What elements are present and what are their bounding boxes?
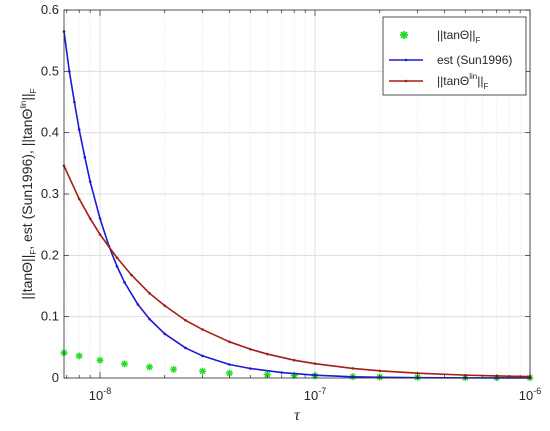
axes-ticks: 0 0.1 0.2 0.3 0.4 0.5 0.6 10-8 10-7 10-6 <box>41 2 541 403</box>
data-point <box>77 128 81 131</box>
data-point <box>148 317 151 321</box>
svg-text:||tanΘ||F, est (Sun1996), ||ta: ||tanΘ||F, est (Sun1996), ||tanΘlin||F <box>19 88 38 299</box>
data-point <box>77 197 81 201</box>
data-point <box>351 367 355 370</box>
data-point <box>280 371 284 374</box>
legend-label-series-2: est (Sun1996) <box>437 53 512 67</box>
data-point <box>201 354 204 358</box>
legend-marker-series-1 <box>400 31 408 39</box>
series-3 <box>62 164 532 378</box>
data-point <box>248 367 252 370</box>
data-point <box>199 367 207 375</box>
data-point <box>228 340 231 344</box>
data-point <box>228 363 231 366</box>
data-point <box>115 265 119 268</box>
data-point <box>88 180 92 184</box>
data-point <box>115 256 119 260</box>
data-point <box>266 352 269 356</box>
legend-label-series-1: ||tanΘ||F <box>437 28 480 45</box>
y-tick-label: 0 <box>52 370 59 385</box>
data-point <box>73 100 76 104</box>
legend-label-series-3: ||tanΘlin||F <box>437 72 489 91</box>
data-point <box>121 360 129 368</box>
data-point <box>184 319 187 322</box>
y-tick-label: 0.4 <box>41 125 59 140</box>
data-point <box>170 365 178 373</box>
data-point <box>68 70 71 73</box>
legend-marker-series-3 <box>404 79 408 83</box>
y-tick-label: 0.1 <box>41 309 59 324</box>
data-point <box>98 217 102 220</box>
data-point <box>75 352 83 360</box>
data-point <box>313 362 317 365</box>
y-tick-label: 0.5 <box>41 63 59 78</box>
data-point <box>146 363 154 371</box>
data-point <box>123 281 126 284</box>
data-point <box>83 155 87 159</box>
data-point <box>351 375 355 379</box>
data-point <box>378 369 382 373</box>
y-tick-label: 0.3 <box>41 186 59 201</box>
data-point <box>130 273 133 277</box>
y-tick-label: 0.6 <box>41 2 59 17</box>
x-tick-label: 10-8 <box>89 386 111 403</box>
x-tick-label: 10-7 <box>304 386 326 403</box>
data-point <box>184 346 187 350</box>
data-point <box>136 303 140 306</box>
data-point <box>163 304 167 307</box>
y-axis-label: ||tanΘ||F, est (Sun1996), ||tanΘlin||F <box>19 88 38 299</box>
data-point <box>292 358 296 362</box>
legend-marker-series-2 <box>404 58 408 62</box>
data-point <box>163 332 167 336</box>
legend-box <box>382 16 527 96</box>
data-point <box>201 328 204 331</box>
x-tick-label: 10-6 <box>519 386 541 403</box>
data-point <box>148 292 151 295</box>
y-tick-label: 0.2 <box>41 247 59 262</box>
data-point <box>96 356 104 364</box>
x-axis-label: τ <box>294 407 301 424</box>
data-point <box>98 233 102 236</box>
data-point <box>248 347 252 351</box>
data-point <box>88 217 92 220</box>
legend: ||tanΘ||F est (Sun1996) ||tanΘlin||F <box>382 16 527 96</box>
data-point <box>416 371 419 375</box>
